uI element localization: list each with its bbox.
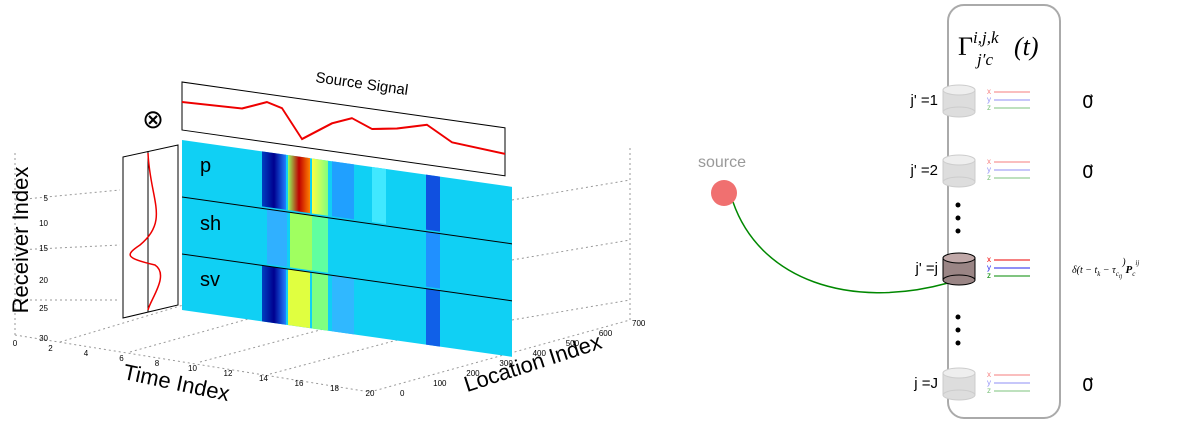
formula-part: ij xyxy=(1135,259,1139,267)
cylinder-top xyxy=(943,253,975,263)
convolution-symbol: ⊗ xyxy=(142,104,164,134)
wave-label: sh xyxy=(200,213,221,235)
diagram: ⊗ Source Signal p sh sv Receiver Index Time In… xyxy=(0,0,1184,423)
receiver-column xyxy=(948,5,1060,418)
tick-label: 400 xyxy=(533,349,547,358)
wave-label: sv xyxy=(200,269,220,291)
component-label: z xyxy=(987,271,991,280)
cylinder-top xyxy=(943,368,975,378)
axis-label: Time Index xyxy=(121,359,232,406)
tick-label: 0 xyxy=(400,389,405,398)
tick-label: 25 xyxy=(39,304,48,313)
formula-part: ij xyxy=(1119,274,1123,280)
tick-label: 10 xyxy=(39,219,48,228)
tick-label: 6 xyxy=(119,354,124,363)
output: 0⃗ xyxy=(1082,375,1093,395)
gamma-part: i,j,k xyxy=(973,28,999,47)
output: 0⃗ xyxy=(1082,162,1093,182)
source-signal-title: Source Signal xyxy=(314,69,409,99)
component-label: z xyxy=(987,173,991,182)
cylinder-bottom xyxy=(943,177,975,187)
gamma-part: Γ xyxy=(958,32,973,61)
component-label: z xyxy=(987,103,991,112)
tick-label: 10 xyxy=(188,364,197,373)
heatmap xyxy=(182,140,512,357)
formula-part: − τ xyxy=(1100,265,1116,276)
gamma-arg: (t) xyxy=(1014,32,1039,61)
cylinder-top xyxy=(943,85,975,95)
receiver-label: j' =1 xyxy=(910,92,938,109)
cylinder-bottom xyxy=(943,275,975,285)
tick-label: 700 xyxy=(632,319,646,328)
component-label: z xyxy=(987,386,991,395)
cylinder-bottom xyxy=(943,390,975,400)
receiver-label: j' =2 xyxy=(910,162,938,179)
tick-label: 20 xyxy=(366,389,375,398)
tick-label: 100 xyxy=(433,379,447,388)
cylinder-top xyxy=(943,155,975,165)
tick-label: 20 xyxy=(39,276,48,285)
tick-label: 500 xyxy=(566,339,580,348)
tick-label: 4 xyxy=(84,349,89,358)
tick-label: 8 xyxy=(155,359,160,368)
formula-part: c xyxy=(1132,270,1136,278)
tick-label: 14 xyxy=(259,374,268,383)
cylinder-bottom xyxy=(943,107,975,117)
output-formula: δ(t − tk − τcij)Pcij xyxy=(1072,257,1139,280)
gamma-sub: j′c xyxy=(975,50,993,69)
source-point xyxy=(711,180,737,206)
tick-label: 18 xyxy=(330,384,339,393)
tick-label: 15 xyxy=(39,244,48,253)
tick-label: 2 xyxy=(48,344,53,353)
output: 0⃗ xyxy=(1082,92,1093,112)
receiver-label: j' =j xyxy=(915,260,938,277)
wave-label: p xyxy=(200,155,211,177)
ray-path xyxy=(733,202,948,293)
receiver-profile xyxy=(123,145,178,318)
tick-label: 16 xyxy=(295,379,304,388)
tick-label: 5 xyxy=(44,194,49,203)
tick-label: 0 xyxy=(13,339,18,348)
tick-label: 300 xyxy=(499,359,513,368)
tick-label: 600 xyxy=(599,329,613,338)
formula-part: δ(t − t xyxy=(1072,265,1098,276)
tick-label: 30 xyxy=(39,334,48,343)
source-label: source xyxy=(698,154,746,171)
tick-label: 200 xyxy=(466,369,480,378)
receiver-label: j =J xyxy=(913,375,938,392)
axis-label: Receiver Index xyxy=(8,167,33,314)
tick-label: 12 xyxy=(224,369,233,378)
